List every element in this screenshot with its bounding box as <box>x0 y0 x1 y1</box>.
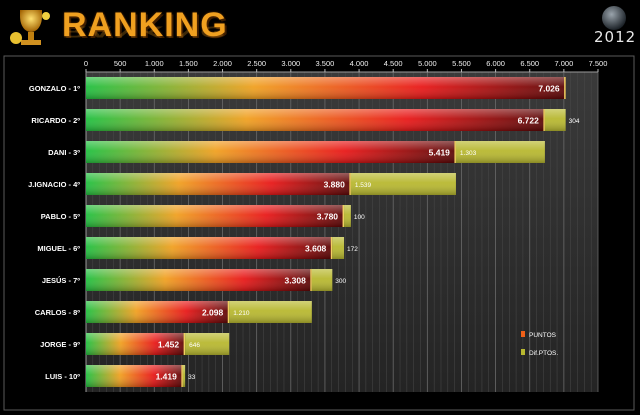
x-tick-label: 7.500 <box>589 59 608 68</box>
x-tick-label: 5.500 <box>452 59 471 68</box>
category-label: LUIS - 10º <box>45 372 80 381</box>
diff-bar-shine <box>311 269 333 291</box>
diff-bar-shine <box>185 333 230 355</box>
diff-bar-shine <box>350 173 456 195</box>
points-bar-edge <box>310 269 312 291</box>
category-label: JORGE - 9º <box>40 340 80 349</box>
points-bar-shine <box>86 333 186 355</box>
points-data-label: 1.452 <box>158 340 180 350</box>
diff-bar-shine <box>455 141 545 163</box>
diff-bar-shine <box>332 237 345 259</box>
points-data-label: 3.608 <box>305 244 327 254</box>
points-data-label: 5.419 <box>429 148 451 158</box>
diff-data-label: 300 <box>335 278 346 285</box>
points-bar-shine <box>86 77 566 99</box>
category-label: CARLOS - 8º <box>35 308 81 317</box>
x-tick-label: 6.500 <box>520 59 539 68</box>
points-bar-edge <box>183 333 186 355</box>
diff-data-label: 33 <box>188 374 196 381</box>
x-tick-label: 1.500 <box>179 59 198 68</box>
year-label: 2012 <box>594 28 637 46</box>
x-tick-label: 2.000 <box>213 59 232 68</box>
category-label: GONZALO - 1º <box>29 84 80 93</box>
category-label: JESÚS - 7º <box>42 276 80 285</box>
x-tick-label: 6.000 <box>486 59 505 68</box>
points-data-label: 7.026 <box>538 84 560 94</box>
points-bar-edge <box>330 237 333 259</box>
points-data-label: 3.880 <box>324 180 346 190</box>
points-bar-edge <box>227 301 230 323</box>
diff-data-label: 172 <box>347 246 358 253</box>
points-bar-edge <box>564 77 566 99</box>
points-bar-edge <box>181 365 183 387</box>
points-data-label: 3.308 <box>285 276 307 286</box>
header: RANKING RANKING 2012 <box>0 0 640 56</box>
chart-frame <box>3 55 635 411</box>
diff-data-label: 100 <box>354 214 365 221</box>
points-bar-edge <box>342 205 345 227</box>
points-bar-shine <box>86 365 183 387</box>
globe-icon <box>602 6 626 30</box>
points-bar-shine <box>86 109 545 131</box>
diff-data-label: 1.210 <box>233 310 250 317</box>
x-tick-label: 1.000 <box>145 59 164 68</box>
points-bar-edge <box>454 141 456 163</box>
diff-bar-shine <box>229 301 312 323</box>
page-title: RANKING <box>62 6 228 44</box>
points-data-label: 2.098 <box>202 308 224 318</box>
diff-data-label: 1.303 <box>460 150 477 157</box>
legend-swatch-puntos <box>521 331 525 337</box>
x-tick-label: 3.000 <box>281 59 300 68</box>
points-data-label: 1.419 <box>156 372 178 382</box>
x-tick-label: 3.500 <box>316 59 335 68</box>
x-tick-label: 4.500 <box>384 59 403 68</box>
points-bar-shine <box>86 237 333 259</box>
category-label: MIGUEL - 6º <box>37 244 80 253</box>
diff-bar-shine <box>544 109 566 131</box>
x-tick-label: 5.000 <box>418 59 437 68</box>
x-tick-label: 4.000 <box>350 59 369 68</box>
x-tick-label: 0 <box>84 59 88 68</box>
category-label: J.IGNACIO - 4º <box>28 180 80 189</box>
points-bar-shine <box>86 269 312 291</box>
points-bar-edge <box>349 173 351 195</box>
trophy-icon <box>10 10 50 45</box>
category-label: RICARDO - 2º <box>31 116 80 125</box>
diff-data-label: 304 <box>569 118 580 125</box>
x-tick-label: 2.500 <box>247 59 266 68</box>
x-tick-label: 500 <box>114 59 127 68</box>
points-bar-shine <box>86 173 351 195</box>
legend-label-diff: Dif.PTOS. <box>529 350 558 357</box>
x-tick-label: 7.000 <box>554 59 573 68</box>
points-bar-shine <box>86 205 345 227</box>
points-bar-edge <box>543 109 545 131</box>
legend-label-puntos: PUNTOS <box>529 332 557 339</box>
diff-data-label: 1.539 <box>355 182 372 189</box>
points-data-label: 3.780 <box>317 212 339 222</box>
diff-bar-shine <box>182 365 186 387</box>
points-bar-shine <box>86 301 230 323</box>
legend-swatch-diff <box>521 349 525 355</box>
diff-data-label: 646 <box>189 342 200 349</box>
category-label: DANI - 3º <box>48 148 80 157</box>
diff-bar-shine <box>344 205 351 227</box>
points-bar-shine <box>86 141 456 163</box>
points-data-label: 6.722 <box>518 116 540 126</box>
category-label: PABLO - 5º <box>41 212 81 221</box>
